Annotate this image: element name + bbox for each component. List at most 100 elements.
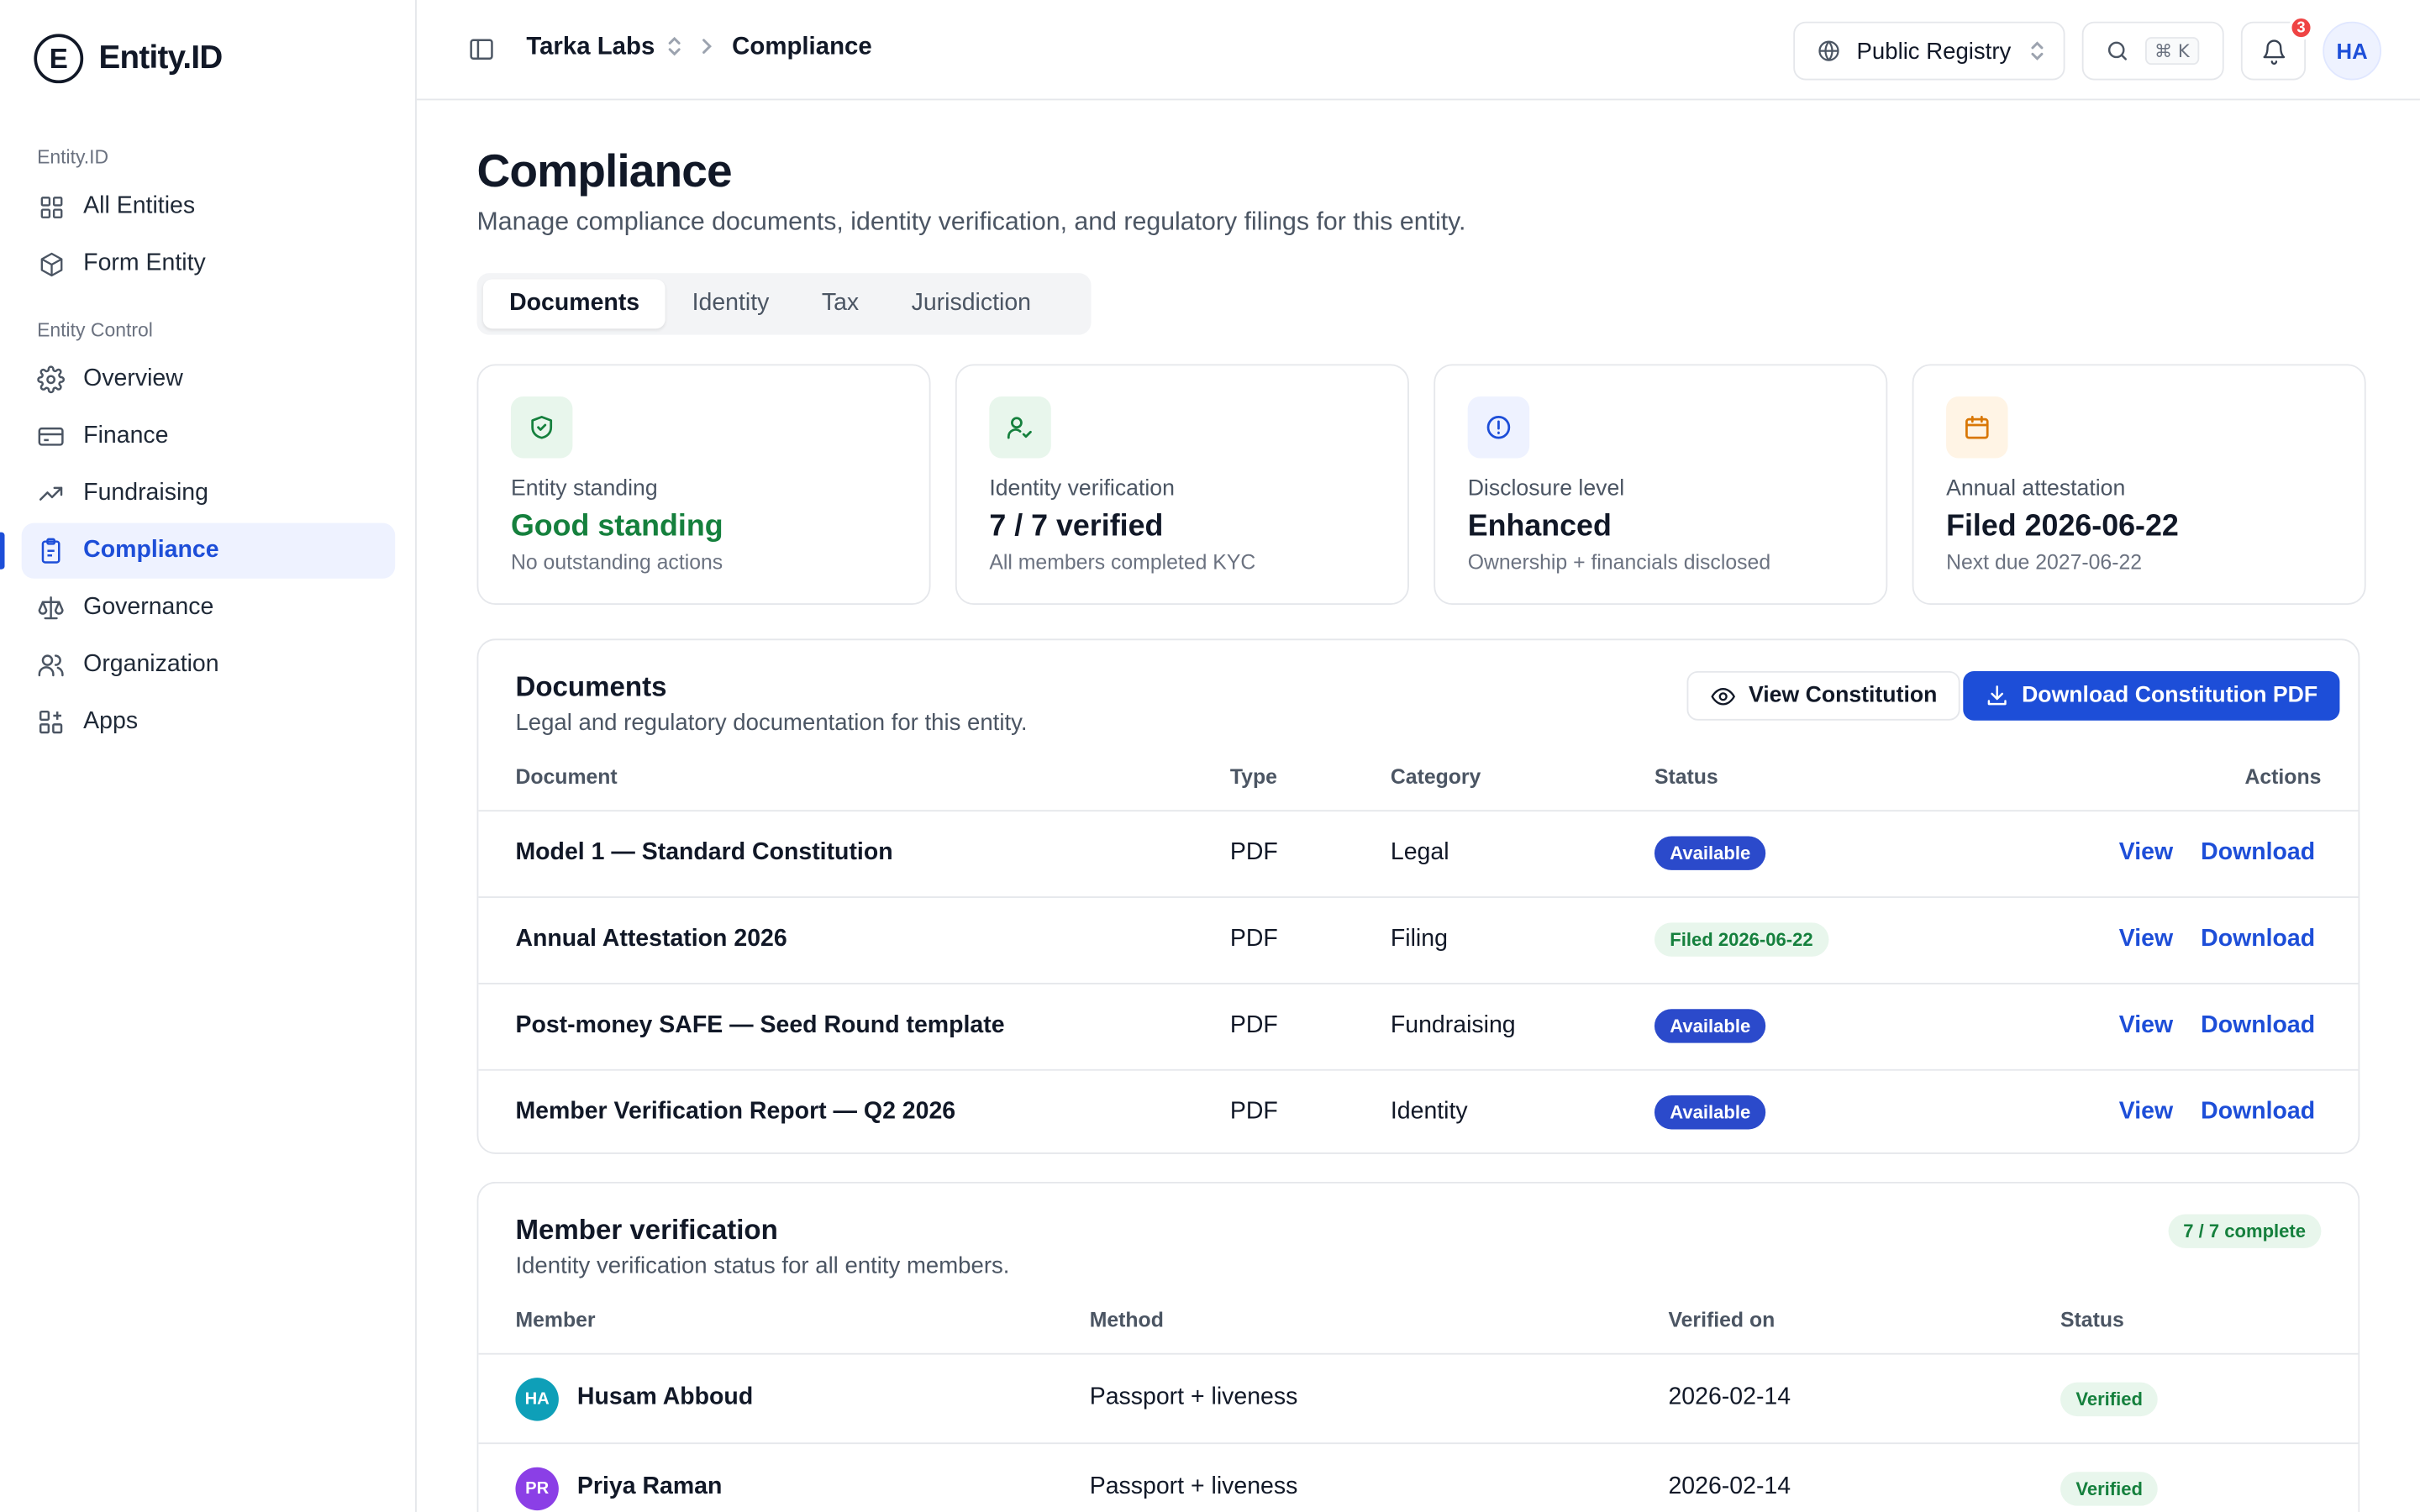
sidebar-item-label: Compliance xyxy=(83,537,219,564)
topbar: Tarka Labs Compliance Public Registry ⌘ … xyxy=(416,0,2420,101)
sidebar-item-finance[interactable]: Finance xyxy=(22,409,395,465)
column-header: Type xyxy=(1229,765,1277,789)
status-badge: Verified xyxy=(2060,1382,2159,1417)
view-constitution-button[interactable]: View Constitution xyxy=(1686,670,1960,721)
avatar: PR xyxy=(515,1467,559,1511)
org-switcher[interactable]: Tarka Labs xyxy=(526,34,655,60)
scale-icon xyxy=(37,594,65,622)
registry-label: Public Registry xyxy=(1856,37,2012,65)
tab-documents[interactable]: Documents xyxy=(482,279,666,329)
document-name: Post-money SAFE — Seed Round template xyxy=(515,1011,1005,1039)
document-type: PDF xyxy=(1229,1098,1278,1125)
user-check-icon xyxy=(989,396,1051,459)
sidebar-item-label: Apps xyxy=(83,708,139,735)
card-value: Good standing xyxy=(510,509,723,543)
status-badge: Available xyxy=(1654,1095,1766,1130)
bell-icon xyxy=(2260,38,2286,65)
brand[interactable]: E Entity.ID xyxy=(34,34,223,84)
card-label: Identity verification xyxy=(989,476,1175,501)
table-row: HA Husam Abboud Passport + liveness 2026… xyxy=(478,1352,2359,1443)
table-header: Member Method Verified on Status xyxy=(478,1309,2358,1342)
column-header: Actions xyxy=(2244,765,2322,789)
documents-panel: Documents Legal and regulatory documenta… xyxy=(476,638,2360,1154)
sidebar-item-label: All Entities xyxy=(83,192,196,219)
nav-heading: Entity Control xyxy=(37,319,153,341)
view-link[interactable]: View xyxy=(2118,1098,2174,1125)
active-indicator xyxy=(0,532,5,570)
card-subtext: No outstanding actions xyxy=(510,550,723,575)
nav-heading: Entity.ID xyxy=(37,146,109,169)
panel-title: Documents xyxy=(515,670,667,702)
summary-cards: Entity standing Good standing No outstan… xyxy=(476,364,2366,605)
card-subtext: Next due 2027-06-22 xyxy=(1946,550,2143,575)
view-link[interactable]: View xyxy=(2118,839,2174,866)
sidebar-item-fundraising[interactable]: Fundraising xyxy=(22,466,395,522)
notifications-button[interactable]: 3 xyxy=(2240,15,2314,81)
download-icon xyxy=(1985,684,2009,708)
column-header: Document xyxy=(515,765,618,789)
member-name: Priya Raman xyxy=(576,1473,723,1500)
download-link[interactable]: Download xyxy=(2201,1011,2316,1039)
search-button[interactable]: ⌘ K xyxy=(2081,21,2224,81)
tab-identity[interactable]: Identity xyxy=(692,290,770,317)
user-avatar[interactable]: HA xyxy=(2323,21,2382,81)
document-category: Legal xyxy=(1390,839,1449,866)
tab-bar: Documents Identity Tax Jurisdiction xyxy=(476,273,1092,335)
verified-date: 2026-02-14 xyxy=(1668,1473,1791,1500)
download-link[interactable]: Download xyxy=(2201,1098,2316,1125)
column-header: Category xyxy=(1390,765,1481,789)
sidebar-item-organization[interactable]: Organization xyxy=(22,638,395,693)
notification-count-badge: 3 xyxy=(2288,15,2314,40)
sidebar-item-form-entity[interactable]: Form Entity xyxy=(22,236,395,291)
sidebar-item-overview[interactable]: Overview xyxy=(22,352,395,407)
view-link[interactable]: View xyxy=(2118,926,2174,953)
sidebar-item-label: Form Entity xyxy=(83,249,206,276)
card-value: Enhanced xyxy=(1467,509,1612,543)
document-type: PDF xyxy=(1229,839,1278,866)
card-annual-attestation: Annual attestation Filed 2026-06-22 Next… xyxy=(1912,364,2366,605)
sidebar-item-label: Fundraising xyxy=(83,480,208,507)
sidebar-item-governance[interactable]: Governance xyxy=(22,580,395,636)
search-shortcut: ⌘ K xyxy=(2145,37,2199,66)
breadcrumb-current-page: Compliance xyxy=(732,34,872,60)
chevron-updown-icon[interactable] xyxy=(667,34,682,60)
sidebar-item-label: Finance xyxy=(83,423,169,449)
panel-description: Identity verification status for all ent… xyxy=(515,1252,1010,1279)
card-value: 7 / 7 verified xyxy=(989,509,1164,543)
card-disclosure-level: Disclosure level Enhanced Ownership + fi… xyxy=(1434,364,1888,605)
sidebar-item-compliance[interactable]: Compliance xyxy=(0,522,396,579)
card-label: Disclosure level xyxy=(1467,476,1625,501)
nav-section-entity-control: Entity Control Overview Finance Fundrais… xyxy=(0,315,417,752)
document-name: Member Verification Report — Q2 2026 xyxy=(515,1098,956,1125)
member-verification-panel: Member verification Identity verificatio… xyxy=(476,1181,2360,1512)
gear-icon xyxy=(37,365,65,394)
download-constitution-button[interactable]: Download Constitution PDF xyxy=(1963,670,2339,721)
sidebar-toggle-icon[interactable] xyxy=(468,35,496,63)
card-label: Annual attestation xyxy=(1946,476,2126,501)
table-row: Annual Attestation 2026 PDF Filing Filed… xyxy=(478,896,2359,983)
sidebar-item-all-entities[interactable]: All Entities xyxy=(22,179,395,234)
cube-icon xyxy=(37,250,65,278)
column-header: Member xyxy=(515,1308,596,1332)
verification-method: Passport + liveness xyxy=(1089,1383,1298,1410)
download-link[interactable]: Download xyxy=(2201,839,2316,866)
nav-section-entity-id: Entity.ID All Entities Form Entity xyxy=(0,142,417,293)
registry-selector[interactable]: Public Registry xyxy=(1793,21,2065,81)
document-type: PDF xyxy=(1229,926,1278,953)
card-label: Entity standing xyxy=(510,476,658,501)
tab-tax[interactable]: Tax xyxy=(821,290,860,317)
panel-title: Member verification xyxy=(515,1214,778,1246)
sidebar-item-apps[interactable]: Apps xyxy=(22,695,395,750)
view-link[interactable]: View xyxy=(2118,1011,2174,1039)
card-identity-verification: Identity verification 7 / 7 verified All… xyxy=(955,364,1409,605)
page-description: Manage compliance documents, identity ve… xyxy=(476,207,1466,237)
button-label: View Constitution xyxy=(1748,683,1938,709)
users-icon xyxy=(37,651,65,679)
download-link[interactable]: Download xyxy=(2201,926,2316,953)
tab-jurisdiction[interactable]: Jurisdiction xyxy=(911,290,1032,317)
info-circle-icon xyxy=(1467,396,1530,459)
avatar: HA xyxy=(515,1378,559,1421)
card-subtext: Ownership + financials disclosed xyxy=(1467,550,1771,575)
completion-badge: 7 / 7 complete xyxy=(2167,1214,2322,1248)
card-entity-standing: Entity standing Good standing No outstan… xyxy=(476,364,931,605)
